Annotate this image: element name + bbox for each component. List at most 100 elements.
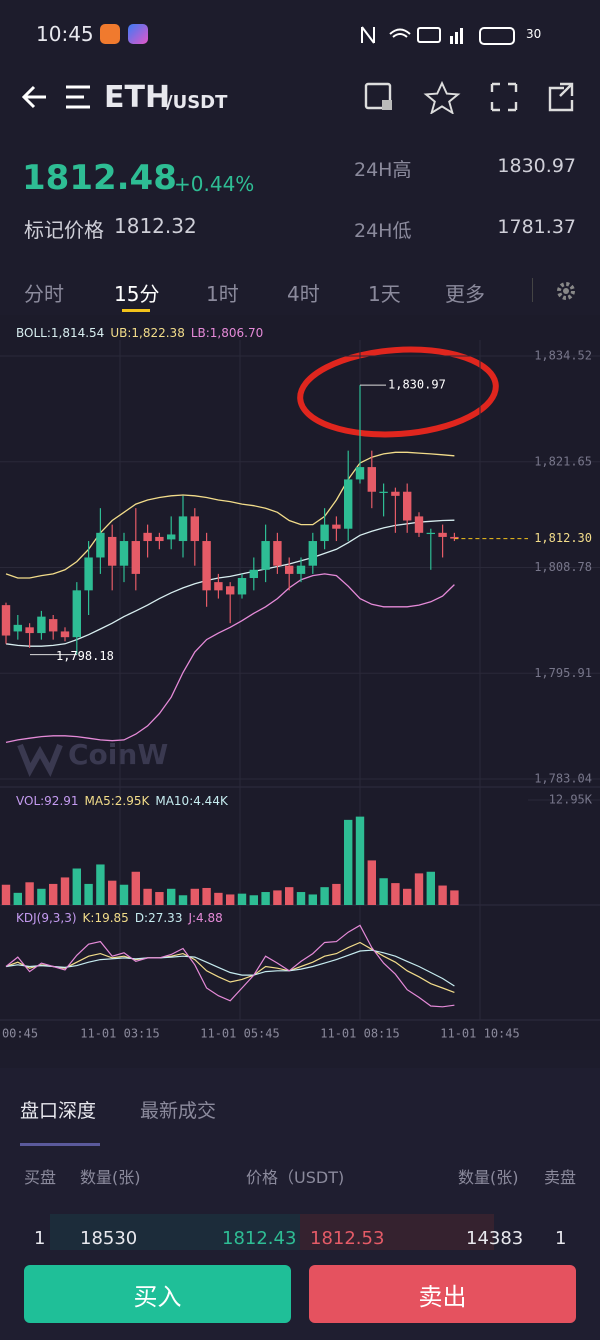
candle-body: [426, 532, 435, 535]
sell-button[interactable]: 卖出: [309, 1265, 576, 1323]
x-tick-label: 11-01 05:45: [200, 1027, 279, 1041]
volume-bar: [96, 864, 105, 905]
orderbook-tab[interactable]: 最新成交: [140, 1100, 217, 1122]
col-header: 数量(张): [458, 1168, 519, 1187]
last-price: 1812.48: [22, 158, 177, 198]
volume-bar: [37, 888, 46, 905]
candle-body: [37, 616, 46, 634]
settings-icon[interactable]: [554, 279, 578, 303]
candle-body: [379, 491, 388, 493]
boll-line: [5, 451, 455, 579]
candle-body: [450, 536, 459, 539]
volume-bar: [261, 892, 270, 905]
interval-tab[interactable]: 4时: [287, 282, 320, 306]
header-actions[interactable]: [362, 80, 582, 114]
volume-bar: [84, 883, 93, 905]
candle-body: [249, 569, 258, 579]
vol-legend: MA10:4.44K: [155, 794, 228, 808]
candle-body: [119, 541, 129, 566]
volume-bar: [273, 890, 282, 905]
candle-body: [403, 491, 412, 521]
candle-body: [344, 479, 353, 529]
volume-bar: [414, 873, 424, 905]
interval-tab[interactable]: 更多: [445, 282, 485, 306]
volume-bar: [403, 888, 412, 905]
volume-bar: [285, 887, 294, 905]
interval-tab[interactable]: 15分: [114, 282, 160, 306]
volume-bar: [49, 883, 58, 905]
x-tick-label: 11-01 10:45: [440, 1027, 519, 1041]
candle-body: [72, 590, 81, 638]
orderbook-tab[interactable]: 盘口深度: [20, 1100, 97, 1122]
volume-bar: [367, 860, 376, 905]
y-tick-label: 1,795.91: [534, 666, 592, 680]
candle-body: [285, 565, 294, 574]
candle-body: [202, 541, 211, 591]
volume-bar: [72, 868, 81, 905]
high-label: 24H高: [354, 159, 412, 181]
price-change: +0.44%: [174, 172, 255, 196]
candle-body: [296, 565, 306, 574]
volume-bar: [320, 887, 329, 905]
candle-body: [167, 534, 176, 540]
status-icon-set: [361, 26, 515, 45]
candle-body: [414, 516, 424, 533]
ask-depth-bar: [300, 1214, 494, 1250]
tab-indicator: [20, 1143, 100, 1146]
volume-bar: [249, 895, 258, 905]
kdj-line: [5, 924, 455, 1008]
volume-bar: [143, 888, 152, 905]
candle-body: [49, 619, 58, 632]
kdj-line: [5, 941, 455, 993]
volume-bar: [379, 878, 388, 905]
volume-bar: [167, 888, 176, 905]
boll-legend: BOLL:1,814.54: [16, 326, 105, 340]
kdj-line: [5, 949, 455, 987]
battery-level: 30: [526, 27, 542, 41]
min-label: 1,798.18: [56, 649, 114, 663]
volume-bar: [131, 871, 140, 905]
candle-body: [25, 627, 34, 634]
kdj-legend: J:4.88: [188, 911, 223, 925]
pair-quote: /USDT: [166, 92, 228, 113]
volume-bar: [391, 883, 400, 905]
last-price-label: 1,812.30: [534, 531, 592, 545]
kline-chart: CoinW 1,834.52 1,821.65 1,808.78 1,795.91 1,…: [0, 315, 600, 1050]
y-tick-label: 1,834.52: [534, 349, 592, 363]
interval-tab[interactable]: 1天: [368, 282, 401, 306]
candle-body: [190, 516, 199, 542]
kdj-legend: K:19.85: [82, 911, 129, 925]
candle-body: [355, 467, 365, 480]
candle-body: [320, 524, 329, 542]
interval-tab[interactable]: 分时: [24, 282, 64, 306]
volume-bar: [178, 895, 188, 905]
candle-body: [237, 578, 247, 595]
bid-price: 1812.43: [222, 1228, 297, 1249]
col-header: 买盘: [24, 1168, 57, 1187]
active-tab-indicator: [122, 309, 150, 312]
candle-body: [178, 516, 188, 542]
pair-base: ETH: [104, 80, 171, 115]
volume-bar: [308, 894, 317, 905]
candle-body: [226, 586, 235, 595]
candle-body: [438, 532, 447, 537]
volume-bar: [60, 877, 70, 905]
ask-price: 1812.53: [310, 1228, 385, 1249]
volume-bar: [190, 888, 199, 905]
candle-body: [13, 624, 22, 632]
col-header: 价格（USDT): [246, 1168, 345, 1187]
status-icons: [360, 24, 520, 50]
x-tick-label: 00:45: [2, 1027, 38, 1041]
x-tick-label: 11-01 03:15: [80, 1027, 159, 1041]
interval-tab[interactable]: 1时: [206, 282, 239, 306]
app-icon: [128, 24, 148, 44]
app-icon: [100, 24, 120, 44]
candle-body: [1, 605, 11, 636]
candle-body: [261, 541, 270, 570]
vol-legend: MA5:2.95K: [84, 794, 150, 808]
buy-button[interactable]: 买入: [24, 1265, 291, 1323]
volume-bar: [226, 894, 235, 905]
y-tick-label: 1,808.78: [534, 560, 592, 574]
bid-depth-bar: [50, 1214, 300, 1250]
nav-icons[interactable]: [20, 80, 100, 114]
